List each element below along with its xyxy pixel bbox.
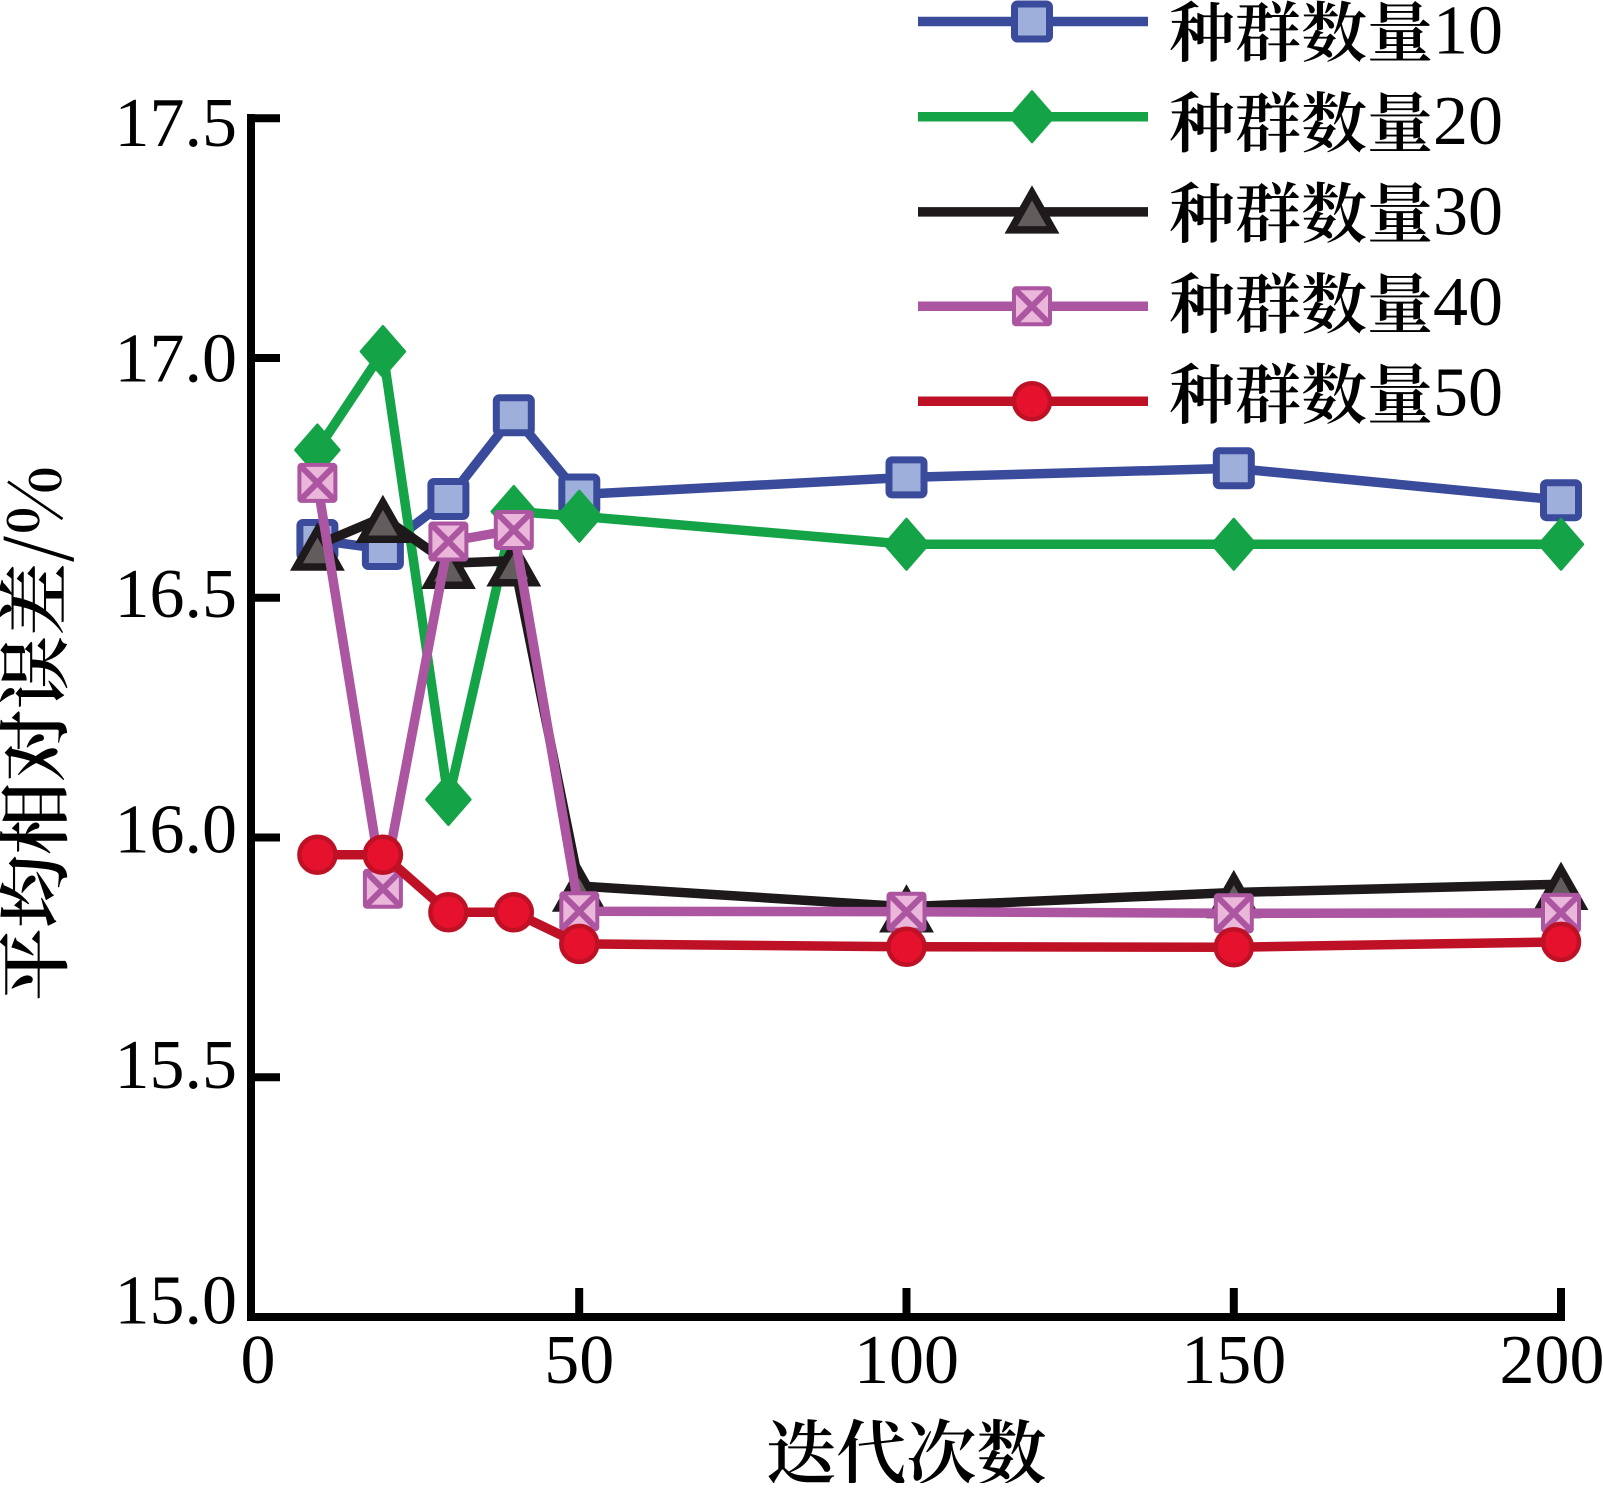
svg-text:150: 150	[1181, 1322, 1286, 1399]
svg-text:40: 40	[1433, 264, 1503, 341]
svg-text:20: 20	[1433, 83, 1503, 160]
svg-text:17.0: 17.0	[115, 321, 238, 398]
svg-text:16.5: 16.5	[115, 556, 238, 633]
svg-text:200: 200	[1500, 1322, 1603, 1399]
svg-text:10: 10	[1433, 0, 1503, 70]
svg-text:0: 0	[241, 1322, 276, 1399]
svg-text:15.5: 15.5	[115, 1027, 238, 1104]
svg-text:50: 50	[1433, 355, 1503, 432]
svg-text:17.5: 17.5	[115, 85, 238, 162]
svg-text:30: 30	[1433, 174, 1503, 251]
svg-text:15.0: 15.0	[115, 1263, 238, 1340]
svg-text:50: 50	[544, 1322, 614, 1399]
svg-text:16.0: 16.0	[115, 792, 238, 869]
svg-text:100: 100	[854, 1322, 959, 1399]
